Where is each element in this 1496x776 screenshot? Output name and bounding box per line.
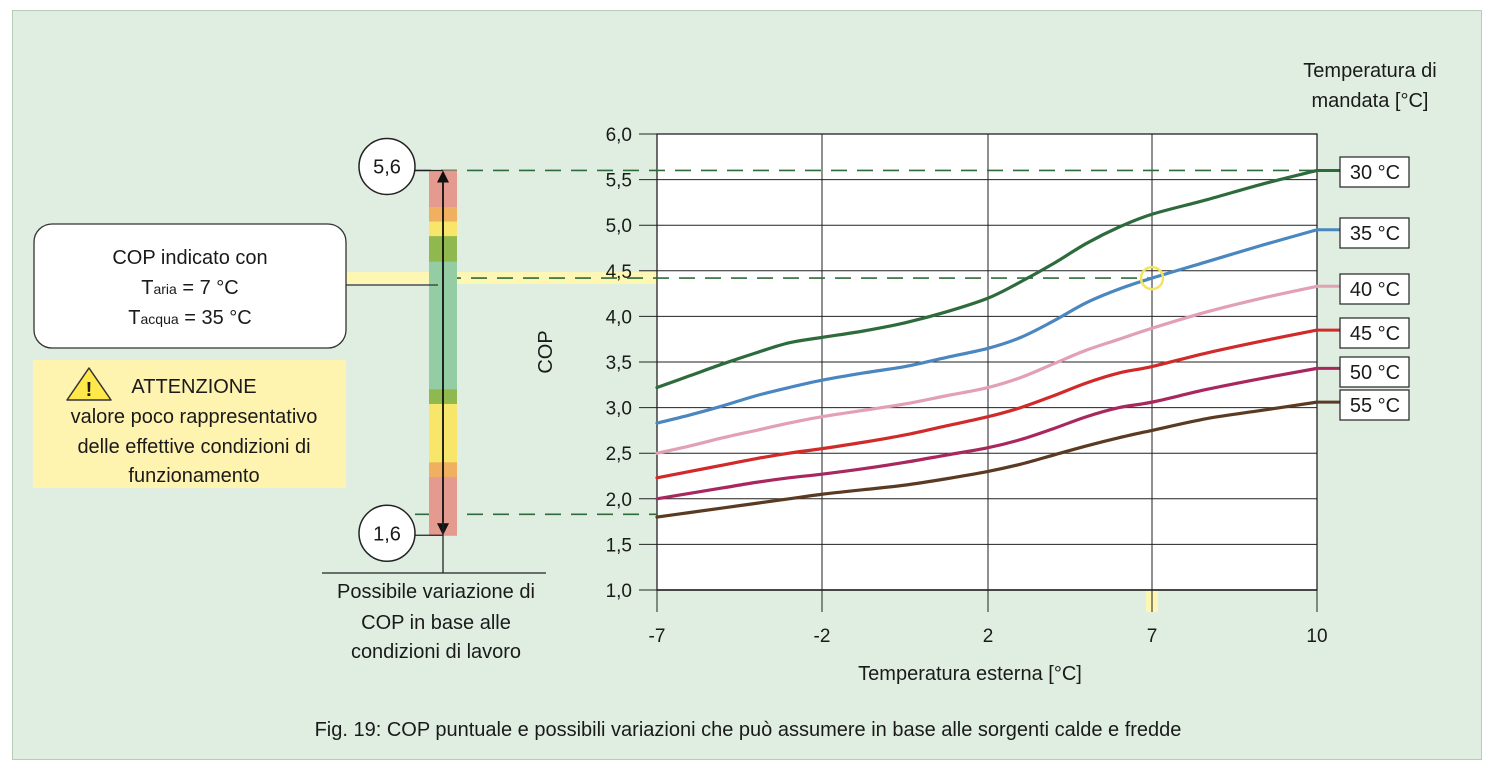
y-tick-label: 4,0	[606, 307, 632, 328]
x-tick-label: 2	[983, 626, 994, 647]
legend-label: 40 °C	[1350, 279, 1400, 301]
warning-triangle-icon: !	[66, 367, 112, 401]
legend-label: 55 °C	[1350, 395, 1400, 417]
legend-title-line-1: Temperatura di	[1303, 60, 1436, 82]
x-tick-label: 7	[1147, 626, 1158, 647]
legend-label: 35 °C	[1350, 223, 1400, 245]
series-line	[655, 400, 1319, 519]
variation-caption-line-3: condizioni di lavoro	[351, 641, 521, 663]
x-tick-label: -2	[814, 626, 831, 647]
grid-lines	[656, 133, 1318, 612]
series-legend: 30 °C 35 °C 40 °C 45 °C 50 °C 55 °C	[1317, 156, 1410, 421]
series-line	[655, 168, 1319, 390]
y-tick-label: 6,0	[606, 125, 632, 146]
y-tick-label: 2,0	[606, 490, 632, 511]
x-tick-label: -7	[649, 626, 666, 647]
legend-title-line-2: mandata [°C]	[1312, 90, 1429, 112]
series-line	[655, 228, 1319, 425]
y-tick-label: 2,5	[606, 444, 632, 465]
legend-label: 50 °C	[1350, 362, 1400, 384]
highlight-point-marker	[1139, 265, 1165, 291]
callout-title: COP indicato con	[112, 247, 267, 269]
arrow-up-icon	[437, 170, 449, 183]
legend-box	[1339, 273, 1410, 305]
y-axis-ticks: 1,0 1,5 2,0 2,5 3,0 3,5 4,0 4,5 5,0 5,5 6,0	[606, 125, 657, 602]
warning-title: ATTENZIONE	[131, 376, 256, 398]
x-tick-label: 10	[1306, 626, 1327, 647]
callout-box	[33, 223, 347, 349]
series-line	[655, 366, 1319, 501]
min-value-badge	[358, 504, 416, 563]
svg-text:!: !	[86, 379, 93, 401]
legend-box	[1339, 356, 1410, 388]
y-tick-label: 5,0	[606, 216, 632, 237]
x-axis-label: Temperatura esterna [°C]	[858, 663, 1082, 685]
y-tick-label: 4,5	[606, 262, 632, 283]
y-tick-label: 3,0	[606, 399, 632, 420]
warning-line-2: delle effettive condizioni di	[77, 436, 310, 458]
legend-box	[1339, 156, 1410, 188]
max-value-label: 5,6	[373, 156, 401, 178]
min-value-label: 1,6	[373, 523, 401, 545]
y-tick-label: 3,5	[606, 353, 632, 374]
legend-box	[1339, 217, 1410, 249]
figure-caption: Fig. 19: COP puntuale e possibili variaz…	[315, 719, 1182, 741]
x-axis-ticks: -7 -2 2 7 10	[649, 626, 1328, 647]
warning-line-3: funzionamento	[128, 465, 259, 487]
warning-line-1: valore poco rappresentativo	[71, 406, 318, 428]
y-axis-label: COP	[535, 330, 557, 373]
max-value-badge	[358, 137, 416, 196]
y-tick-label: 1,5	[606, 535, 632, 556]
legend-label: 30 °C	[1350, 162, 1400, 184]
series-line	[655, 284, 1319, 455]
variation-caption-line-2: COP in base alle	[361, 612, 511, 634]
callout-line-acqua: Tacqua = 35 °C	[128, 307, 251, 329]
legend-box	[1339, 389, 1410, 421]
legend-label: 45 °C	[1350, 323, 1400, 345]
series-lines	[655, 168, 1319, 519]
series-line	[655, 328, 1319, 480]
callout-line-aria: Taria = 7 °C	[141, 277, 239, 299]
variation-caption-line-1: Possibile variazione di	[337, 581, 535, 603]
y-tick-label: 1,0	[606, 581, 632, 602]
y-tick-label: 5,5	[606, 171, 632, 192]
legend-box	[1339, 317, 1410, 349]
cop-variation-bar	[415, 169, 457, 536]
